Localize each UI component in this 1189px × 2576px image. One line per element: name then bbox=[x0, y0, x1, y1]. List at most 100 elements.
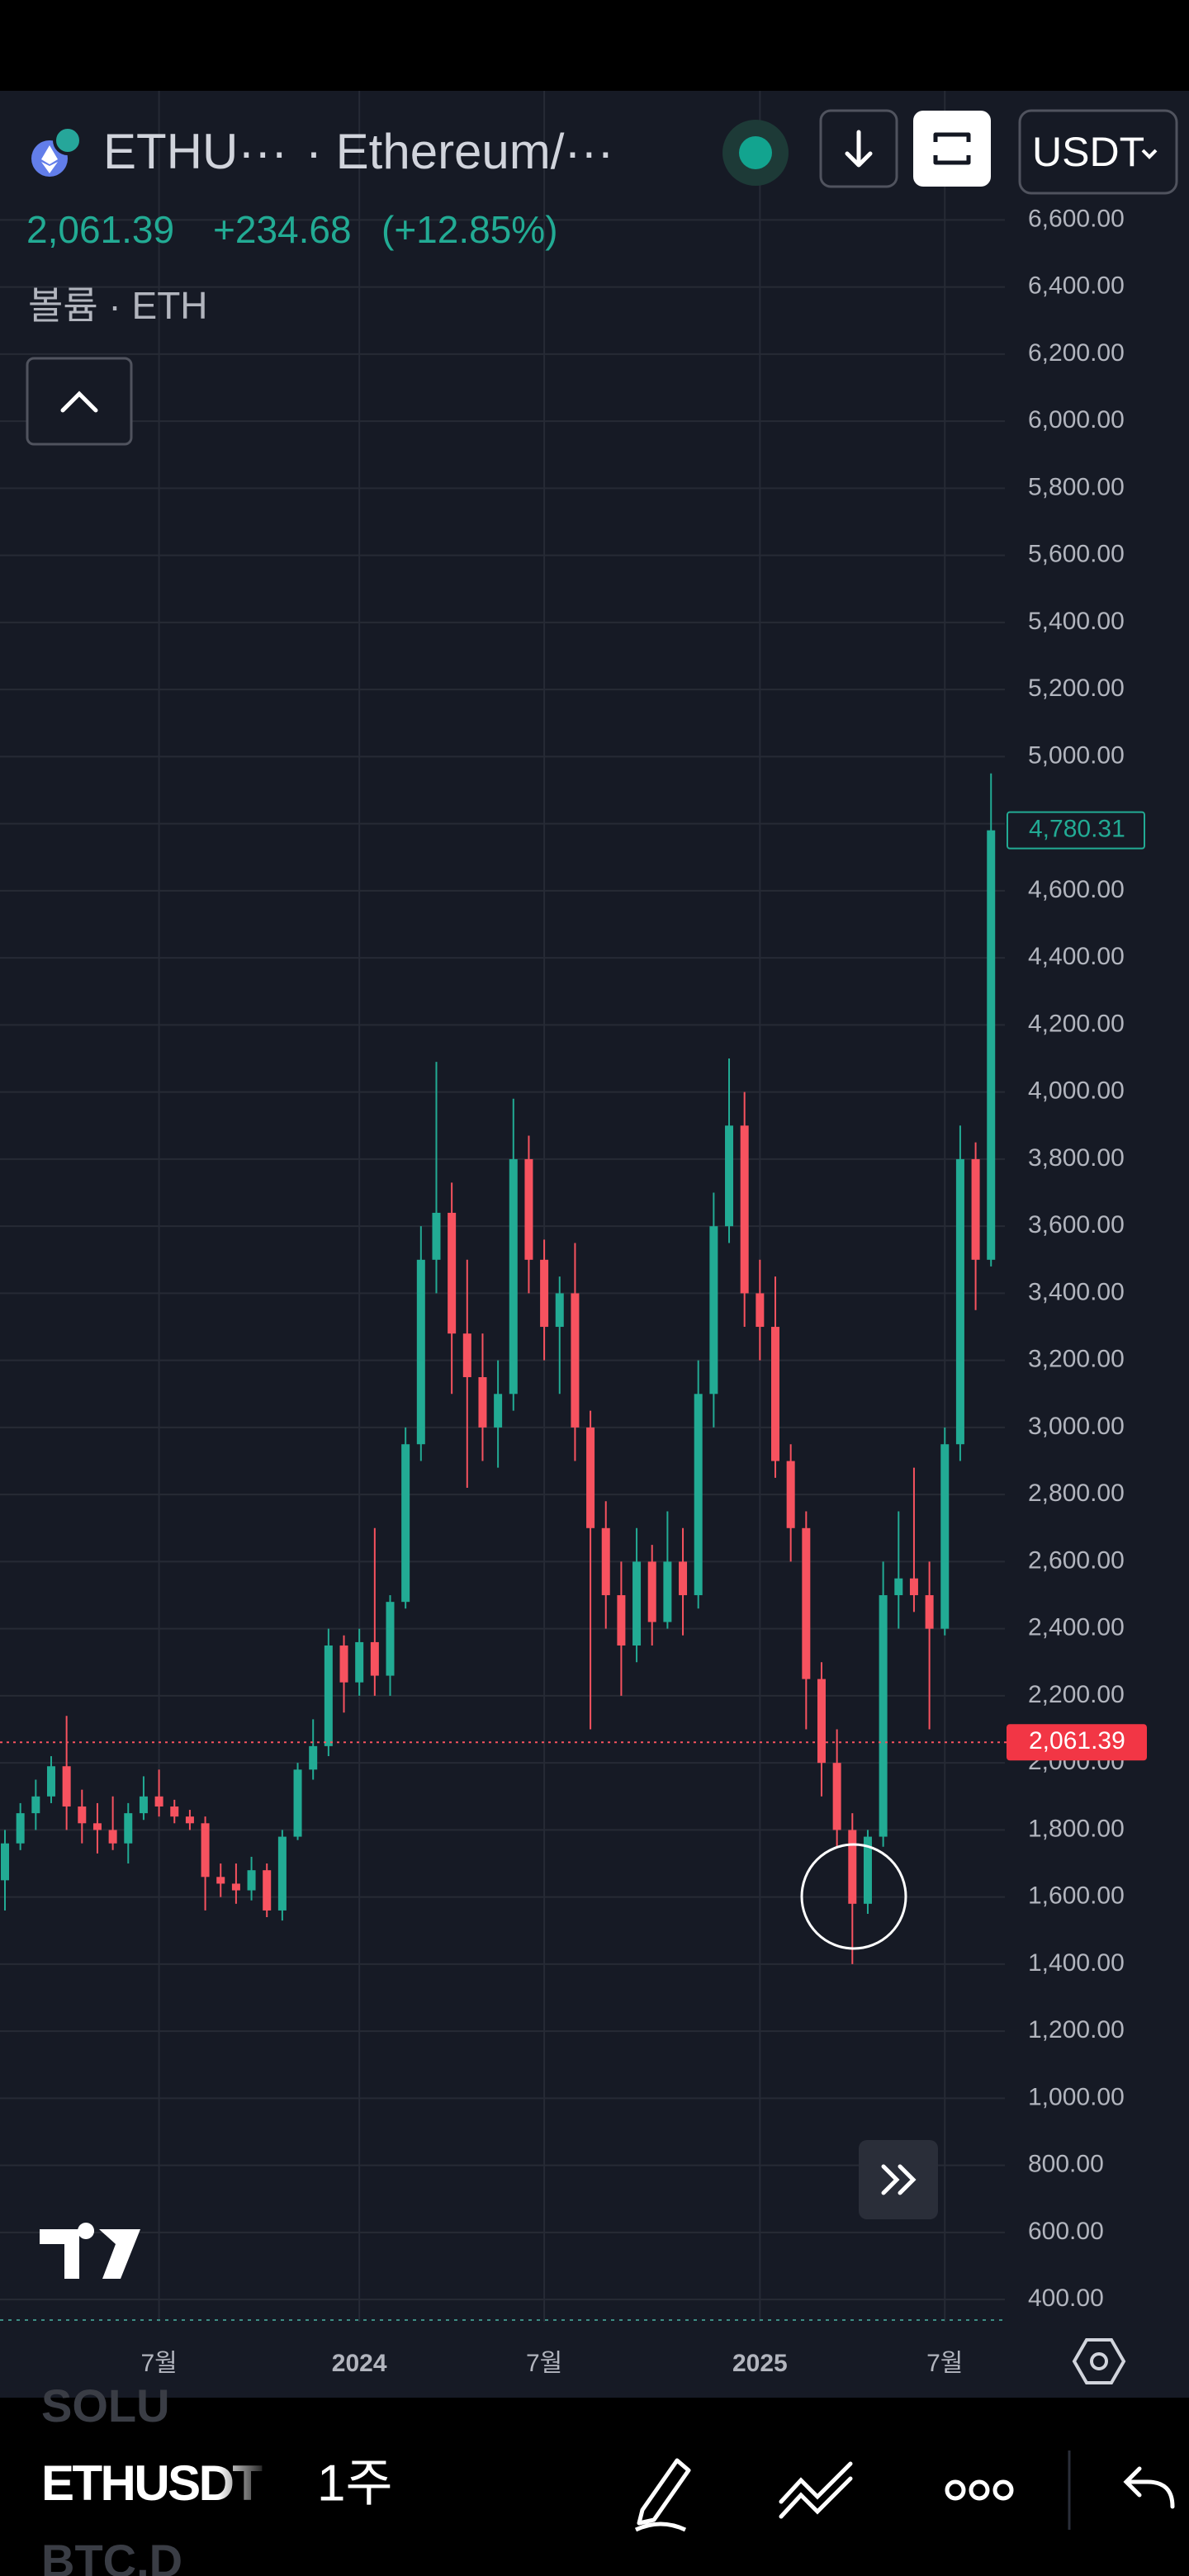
candle-body bbox=[955, 1158, 964, 1445]
candle-body bbox=[725, 1125, 734, 1227]
y-tick-label: 6,400.00 bbox=[1028, 272, 1125, 300]
candle-body bbox=[201, 1823, 210, 1878]
interval[interactable]: 1주 bbox=[317, 2455, 393, 2512]
candle-body bbox=[62, 1766, 71, 1807]
y-tick-label: 4,200.00 bbox=[1028, 1010, 1125, 1037]
draw-tool[interactable] bbox=[634, 2458, 691, 2532]
currency-button[interactable] bbox=[1018, 109, 1178, 195]
chart-background bbox=[0, 91, 1189, 2398]
x-tick-label: 2024 bbox=[332, 2350, 387, 2377]
candle-body bbox=[386, 1602, 395, 1676]
y-tick-label: 5,000.00 bbox=[1028, 741, 1125, 769]
currency: USDT bbox=[1032, 129, 1144, 175]
y-tick-label: 2,800.00 bbox=[1028, 1480, 1125, 1507]
candle-body bbox=[462, 1333, 471, 1377]
candle-body bbox=[679, 1561, 688, 1596]
back-button[interactable] bbox=[1123, 2466, 1175, 2509]
candle-body bbox=[571, 1293, 580, 1428]
candle-body bbox=[509, 1158, 518, 1395]
candle-body bbox=[894, 1578, 903, 1596]
y-tick-label: 4,400.00 bbox=[1028, 943, 1125, 970]
grid bbox=[0, 91, 1005, 2322]
y-tick-label: 600.00 bbox=[1028, 2218, 1104, 2245]
settings-dot bbox=[1090, 2352, 1108, 2370]
y-tick-label: 800.00 bbox=[1028, 2151, 1104, 2178]
settings-icon[interactable] bbox=[1072, 2338, 1126, 2384]
candle-body bbox=[277, 1836, 287, 1911]
symbol-name[interactable]: · Ethereum/··· bbox=[306, 124, 613, 179]
y-tick-label: 5,200.00 bbox=[1028, 675, 1125, 702]
candle-body bbox=[1, 1843, 9, 1881]
candle-body bbox=[108, 1830, 117, 1844]
y-tick-label: 5,800.00 bbox=[1028, 473, 1125, 500]
candle-body bbox=[416, 1259, 425, 1445]
download-icon bbox=[845, 130, 873, 168]
candle-body bbox=[663, 1561, 672, 1622]
candle-body bbox=[740, 1125, 749, 1294]
candle-body bbox=[339, 1645, 348, 1683]
y-tick-label: 3,200.00 bbox=[1028, 1346, 1125, 1373]
candle-body bbox=[478, 1376, 487, 1428]
more-dot bbox=[969, 2479, 990, 2501]
candle-body bbox=[771, 1327, 779, 1461]
symbol-prev[interactable]: SOLU bbox=[41, 2379, 170, 2432]
candle-body bbox=[632, 1561, 642, 1646]
y-tick-label: 4,000.00 bbox=[1028, 1077, 1125, 1105]
annotation-circle[interactable] bbox=[800, 1843, 907, 1950]
last-price-box bbox=[1007, 811, 1145, 850]
y-tick-label: 6,600.00 bbox=[1028, 205, 1125, 232]
candle-body bbox=[940, 1444, 950, 1629]
candle-body bbox=[170, 1806, 179, 1817]
candle-body bbox=[709, 1226, 718, 1395]
currency-caret bbox=[1141, 149, 1158, 159]
symbol[interactable]: ETHU··· bbox=[103, 124, 287, 179]
candle-body bbox=[31, 1796, 40, 1814]
quote-change: +234.68 bbox=[213, 208, 352, 251]
scroll-forward-icon bbox=[881, 2164, 917, 2195]
candle-body bbox=[231, 1883, 240, 1891]
symbol-current[interactable]: ETHUSDT bbox=[41, 2455, 263, 2511]
layout-icon bbox=[933, 132, 971, 165]
more-button[interactable] bbox=[945, 2479, 1014, 2501]
y-tick-label: 3,800.00 bbox=[1028, 1144, 1125, 1172]
candle-body bbox=[925, 1595, 934, 1629]
settings-hexagon bbox=[1072, 2338, 1126, 2384]
y-tick-label: 6,200.00 bbox=[1028, 339, 1125, 367]
candle-body bbox=[694, 1394, 703, 1596]
quote-change-pct: (+12.85%) bbox=[381, 208, 558, 251]
y-tick-label: 5,400.00 bbox=[1028, 608, 1125, 635]
symbol-next[interactable]: BTC.D bbox=[41, 2535, 182, 2576]
tradingview-logo[interactable] bbox=[40, 2223, 140, 2279]
candle-body bbox=[909, 1578, 918, 1596]
reference-label: 2,061.39 bbox=[1029, 1727, 1125, 1754]
candle-body bbox=[401, 1444, 410, 1603]
x-tick-label: 2025 bbox=[732, 2350, 788, 2377]
candle-body bbox=[432, 1212, 441, 1260]
last-price-label: 4,780.31 bbox=[1029, 816, 1125, 843]
y-tick-label: 1,400.00 bbox=[1028, 1949, 1125, 1977]
y-tick-label: 2,200.00 bbox=[1028, 1681, 1125, 1708]
y-tick-label: 1,000.00 bbox=[1028, 2083, 1125, 2110]
more-dot bbox=[945, 2479, 966, 2501]
layout-button[interactable] bbox=[913, 111, 991, 187]
badge bbox=[53, 125, 83, 155]
header: ETHU··· · Ethereum/··· USDT 2,061.39 +23… bbox=[26, 109, 1178, 446]
candle-body bbox=[540, 1259, 549, 1328]
candle-body bbox=[355, 1641, 364, 1683]
trend-tool[interactable] bbox=[779, 2461, 853, 2519]
bottom-toolbar bbox=[0, 2398, 1189, 2576]
candle-body bbox=[555, 1293, 564, 1328]
collapse-button[interactable] bbox=[26, 357, 133, 446]
y-tick-label: 2,600.00 bbox=[1028, 1546, 1125, 1574]
candle-body bbox=[139, 1796, 148, 1814]
y-tick-label: 4,600.00 bbox=[1028, 876, 1125, 903]
candle-body bbox=[309, 1745, 318, 1770]
quote-price: 2,061.39 bbox=[26, 208, 174, 251]
candle-body bbox=[586, 1427, 595, 1528]
more-dot bbox=[992, 2479, 1014, 2501]
y-tick-label: 3,000.00 bbox=[1028, 1413, 1125, 1440]
candle-body bbox=[817, 1679, 826, 1764]
candle-body bbox=[601, 1527, 610, 1596]
candle-body bbox=[370, 1641, 379, 1676]
candle-body bbox=[848, 1830, 857, 1904]
